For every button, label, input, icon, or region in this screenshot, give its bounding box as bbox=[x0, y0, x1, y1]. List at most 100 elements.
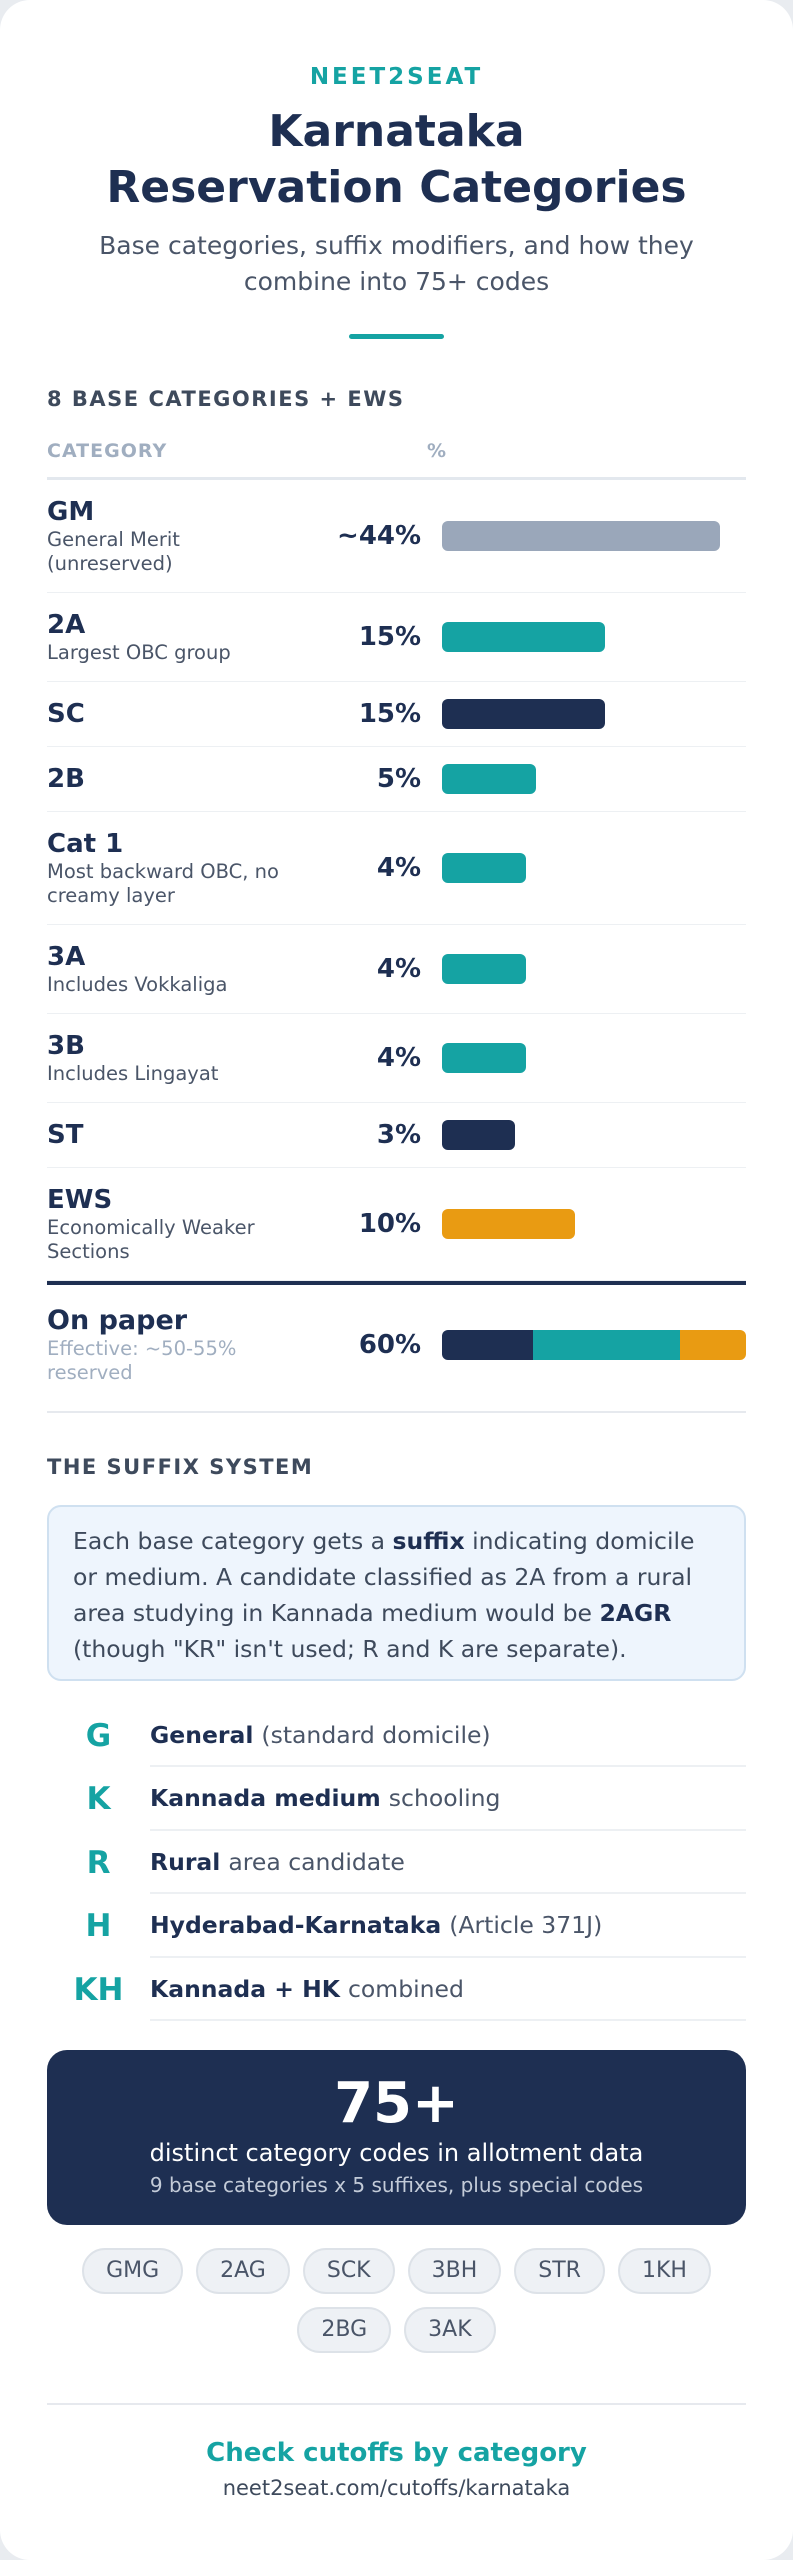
suffix-note: area candidate bbox=[228, 1847, 405, 1876]
bar bbox=[442, 1120, 515, 1150]
category-code: 2B bbox=[47, 764, 85, 794]
suffix-name: Rural bbox=[150, 1847, 221, 1876]
category-desc: General Merit (unreserved) bbox=[47, 528, 180, 575]
title: Karnataka Reservation Categories bbox=[47, 104, 746, 216]
chip-list: GMG 2AG SCK 3BH STR 1KH 2BG 3AK bbox=[47, 2248, 746, 2353]
cta-link[interactable]: Check cutoffs by category bbox=[206, 2438, 587, 2468]
suffix-name: General bbox=[150, 1720, 254, 1749]
percent: 4% bbox=[376, 853, 422, 883]
bar-track bbox=[442, 699, 746, 729]
suffix-name: Kannada medium bbox=[150, 1784, 381, 1813]
category-cell: GM General Merit (unreserved) bbox=[47, 496, 304, 576]
url: neet2seat.com/cutoffs/karnataka bbox=[222, 2476, 571, 2500]
category-desc: Includes Lingayat bbox=[47, 1062, 219, 1085]
percent: 15% bbox=[358, 622, 422, 652]
suffix-row: K Kannada medium schooling bbox=[47, 1768, 746, 1831]
stat-line: distinct category codes in allotment dat… bbox=[149, 2139, 644, 2167]
bar bbox=[442, 764, 536, 794]
category-row: On paper Effective: ~50-55% reserved 60% bbox=[47, 1281, 746, 1405]
suffix-code: KH bbox=[73, 1971, 124, 2008]
suffix-code: K bbox=[86, 1781, 111, 1818]
suffix-code: R bbox=[86, 1844, 111, 1881]
category-cell: On paper Effective: ~50-55% reserved bbox=[47, 1305, 304, 1385]
percent: 15% bbox=[358, 699, 422, 729]
text: (though "KR" isn't used; R and K are sep… bbox=[73, 1635, 627, 1663]
column-label: CATEGORY bbox=[47, 440, 168, 462]
suffix-row: R Rural area candidate bbox=[47, 1831, 746, 1895]
code-chip: 2AG bbox=[196, 2248, 290, 2294]
column-header: CATEGORY% bbox=[47, 440, 746, 480]
suffix-intro: Each base category gets a suffix indicat… bbox=[47, 1505, 746, 1681]
category-row: GM General Merit (unreserved) ~44% bbox=[47, 480, 746, 593]
category-row: 3A Includes Vokkaliga 4% bbox=[47, 925, 746, 1014]
suffix-row: H Hyderabad-Karnataka (Article 371J) bbox=[47, 1895, 746, 1958]
category-cell: EWS Economically Weaker Sections bbox=[47, 1184, 304, 1264]
category-code: SC bbox=[47, 699, 85, 729]
bar-track bbox=[442, 622, 746, 652]
category-desc: Largest OBC group bbox=[47, 641, 231, 664]
category-table: GM General Merit (unreserved) ~44% 2A Larges… bbox=[47, 480, 746, 1405]
code-chip: STR bbox=[514, 2248, 605, 2294]
bar bbox=[442, 1043, 526, 1073]
bar-track bbox=[442, 1043, 746, 1073]
suffix-note: (standard domicile) bbox=[261, 1720, 491, 1749]
suffix-text: Rural area candidate bbox=[150, 1831, 746, 1895]
code-chip: 3BH bbox=[407, 2248, 502, 2294]
category-cell: Cat 1 Most backward OBC, no creamy layer bbox=[47, 828, 304, 908]
bar-segment bbox=[442, 1330, 534, 1360]
bar bbox=[442, 622, 605, 652]
bar-track bbox=[442, 954, 746, 984]
code-chip: SCK bbox=[302, 2248, 395, 2294]
category-row: 2A Largest OBC group 15% bbox=[47, 593, 746, 682]
category-desc: Most backward OBC, no creamy layer bbox=[47, 860, 279, 907]
suffix-note: (Article 371J) bbox=[449, 1911, 603, 1940]
suffix-text: Hyderabad-Karnataka (Article 371J) bbox=[150, 1895, 746, 1958]
bold-text: 2AGR bbox=[599, 1599, 672, 1627]
subtitle: Base categories, suffix modifiers, and h… bbox=[99, 231, 694, 296]
bar-segment bbox=[533, 1330, 681, 1360]
percent: 3% bbox=[376, 1120, 422, 1150]
section-heading: THE SUFFIX SYSTEM bbox=[47, 1455, 314, 1479]
bar-track bbox=[442, 1120, 746, 1150]
suffix-name: Hyderabad-Karnataka bbox=[150, 1911, 442, 1940]
bar-track bbox=[442, 1209, 746, 1239]
bar bbox=[442, 521, 721, 551]
category-row: SC 15% bbox=[47, 682, 746, 747]
percent: ~44% bbox=[337, 521, 422, 551]
bar bbox=[442, 954, 526, 984]
stat-box: 75+ distinct category codes in allotment… bbox=[47, 2050, 746, 2225]
text: indicating domicile or medium. A candida… bbox=[73, 1527, 695, 1627]
category-code: EWS bbox=[47, 1185, 113, 1215]
suffix-text: Kannada medium schooling bbox=[150, 1768, 746, 1831]
stat-number: 75+ bbox=[334, 2071, 459, 2136]
text: Each base category gets a bbox=[73, 1527, 393, 1555]
section-heading: 8 BASE CATEGORIES + EWS bbox=[47, 387, 405, 411]
category-cell: 2B bbox=[47, 763, 304, 795]
column-label: % bbox=[426, 440, 447, 462]
bar-track bbox=[442, 1330, 746, 1360]
suffix-text: General (standard domicile) bbox=[150, 1704, 746, 1767]
title-line: Karnataka bbox=[268, 106, 525, 157]
category-cell: 3B Includes Lingayat bbox=[47, 1030, 304, 1086]
category-code: 3B bbox=[47, 1031, 85, 1061]
category-code: Cat 1 bbox=[47, 829, 124, 859]
brand: NEET2SEAT bbox=[309, 64, 484, 90]
category-desc: Economically Weaker Sections bbox=[47, 1216, 255, 1263]
category-row: ST 3% bbox=[47, 1103, 746, 1168]
category-code: 3A bbox=[47, 942, 86, 972]
bar bbox=[442, 853, 526, 883]
percent: 5% bbox=[376, 764, 422, 794]
percent: 4% bbox=[376, 954, 422, 984]
category-cell: ST bbox=[47, 1119, 304, 1151]
code-chip: 3AK bbox=[404, 2307, 496, 2353]
category-code: GM bbox=[47, 497, 95, 527]
bar-track bbox=[442, 853, 746, 883]
bar-track bbox=[442, 521, 746, 551]
title-line: Reservation Categories bbox=[106, 162, 687, 213]
accent-line bbox=[349, 334, 444, 339]
category-desc: Effective: ~50-55% reserved bbox=[47, 1337, 237, 1384]
bar bbox=[442, 1209, 575, 1239]
code-chip: GMG bbox=[82, 2248, 184, 2294]
